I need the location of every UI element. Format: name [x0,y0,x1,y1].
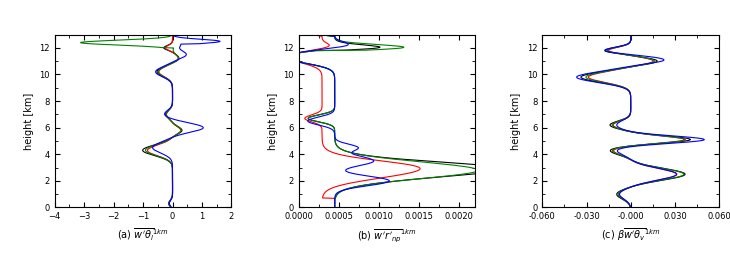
X-axis label: (c) $\beta\overline{w'\theta_v}^{1km}$: (c) $\beta\overline{w'\theta_v}^{1km}$ [601,227,661,243]
Y-axis label: height [km]: height [km] [512,92,521,150]
Y-axis label: height [km]: height [km] [268,92,277,150]
Y-axis label: height [km]: height [km] [24,92,34,150]
X-axis label: (a) $\overline{w'\theta_l}^{1km}$: (a) $\overline{w'\theta_l}^{1km}$ [117,227,169,243]
X-axis label: (b) $\overline{w'r'_{np}}^{1km}$: (b) $\overline{w'r'_{np}}^{1km}$ [357,227,417,244]
